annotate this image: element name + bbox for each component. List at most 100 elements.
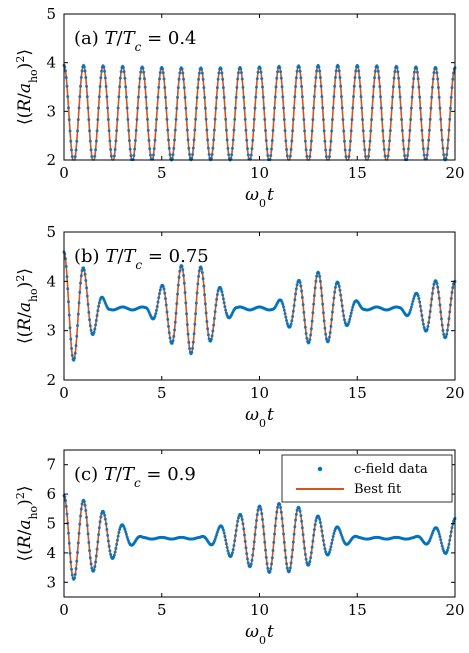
- data-point: [321, 539, 325, 543]
- data-point: [88, 556, 92, 560]
- data-point: [142, 70, 146, 74]
- data-point: [390, 106, 394, 110]
- data-point: [264, 555, 268, 559]
- data-point: [448, 106, 452, 110]
- data-point: [67, 541, 71, 545]
- data-point: [411, 299, 415, 303]
- data-point: [190, 156, 194, 160]
- data-point: [315, 69, 319, 73]
- data-point: [317, 271, 321, 275]
- data-point: [425, 327, 429, 331]
- data-point: [94, 560, 98, 564]
- data-point: [270, 139, 274, 143]
- data-point: [429, 303, 433, 307]
- data-point: [183, 95, 187, 99]
- data-point: [391, 95, 395, 99]
- data-point: [426, 325, 430, 329]
- data-point: [161, 67, 164, 71]
- data-point: [284, 139, 288, 143]
- data-point: [273, 106, 277, 110]
- data-point: [118, 76, 122, 80]
- data-point: [435, 71, 439, 75]
- x-tick-label: 20: [445, 384, 464, 402]
- data-point: [163, 291, 167, 295]
- data-point: [270, 556, 274, 560]
- data-point: [84, 278, 88, 282]
- data-point: [187, 146, 191, 150]
- data-point: [285, 319, 289, 323]
- data-point: [441, 146, 445, 150]
- data-point: [285, 154, 289, 158]
- data-point: [215, 533, 219, 537]
- data-point: [124, 530, 128, 534]
- x-tick-label: 15: [348, 384, 367, 402]
- data-point: [241, 522, 245, 526]
- data-point: [156, 300, 160, 304]
- data-point: [65, 84, 69, 88]
- data-point: [422, 153, 426, 157]
- data-point: [70, 567, 74, 571]
- data-point: [90, 566, 94, 570]
- data-point: [315, 274, 319, 278]
- data-point: [328, 548, 332, 552]
- data-point: [341, 118, 345, 122]
- data-point: [402, 147, 406, 151]
- data-point: [342, 314, 346, 318]
- data-point: [103, 76, 107, 80]
- data-point: [339, 298, 343, 302]
- data-point: [373, 76, 377, 80]
- data-point: [348, 314, 352, 318]
- data-point: [97, 301, 101, 305]
- data-point: [332, 531, 336, 535]
- data-point: [338, 75, 342, 79]
- data-point: [164, 303, 168, 307]
- data-point: [354, 69, 358, 73]
- data-point: [233, 534, 237, 538]
- data-point: [103, 69, 107, 73]
- data-point: [264, 548, 268, 552]
- data-point: [293, 525, 297, 529]
- data-point: [258, 505, 262, 509]
- data-point: [276, 70, 280, 74]
- data-point: [188, 152, 192, 156]
- data-point: [303, 129, 307, 133]
- data-point: [67, 118, 71, 122]
- data-point: [332, 95, 336, 99]
- data-point: [82, 268, 86, 272]
- data-point: [339, 293, 343, 297]
- data-point: [427, 128, 431, 132]
- data-point: [379, 95, 383, 99]
- data-point: [113, 147, 117, 151]
- data-point: [292, 304, 296, 308]
- data-point: [309, 148, 313, 152]
- data-point: [236, 77, 240, 81]
- data-point: [397, 85, 401, 89]
- data-point: [300, 95, 304, 99]
- data-point: [342, 318, 346, 322]
- y-tick-label: 2: [46, 371, 56, 389]
- data-point: [278, 66, 282, 70]
- panel-annotation: (b) T/Tc = 0.75: [74, 246, 209, 272]
- data-point: [294, 292, 298, 296]
- data-point: [95, 547, 99, 551]
- data-point: [246, 153, 250, 157]
- data-point: [445, 146, 449, 150]
- data-point: [436, 285, 440, 289]
- data-point: [448, 310, 452, 314]
- data-point: [380, 118, 384, 122]
- data-point: [176, 283, 180, 287]
- y-axis-label: ⟨(R/aho)2⟩: [14, 268, 40, 344]
- data-point: [270, 562, 274, 566]
- data-point: [87, 540, 91, 544]
- data-point: [415, 66, 419, 70]
- data-point: [139, 70, 143, 74]
- data-point: [260, 77, 264, 81]
- data-point: [371, 95, 375, 99]
- data-point: [106, 106, 110, 110]
- data-point: [73, 356, 77, 360]
- data-point: [192, 138, 196, 142]
- data-point: [245, 147, 249, 151]
- data-point: [136, 106, 140, 110]
- data-point: [92, 568, 96, 572]
- data-point: [271, 129, 275, 133]
